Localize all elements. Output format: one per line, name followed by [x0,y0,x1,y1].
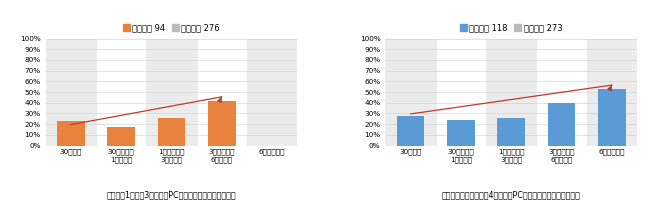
Bar [247,39,297,146]
Legend: 自信あり 94, 自信ない 276: 自信あり 94, 自信ない 276 [123,23,220,32]
Bar [587,39,637,146]
Bar [57,121,84,146]
Bar [157,118,185,146]
Bar [598,89,626,146]
Bar [208,101,235,146]
Bar [548,103,575,146]
Bar [447,120,474,146]
Legend: 自信あり 118, 自信ない 273: 自信あり 118, 自信ない 273 [460,23,562,32]
Bar [396,116,424,146]
Bar [46,39,96,146]
Text: 大学生（1年生～3年生）のPCスキルと利用時間について: 大学生（1年生～3年生）のPCスキルと利用時間について [107,190,236,199]
Bar [107,127,135,146]
Bar [486,39,536,146]
Bar [146,39,196,146]
Bar [497,118,525,146]
Text: 就職活動経験者（大学4年生）のPCスキルと利用時間について: 就職活動経験者（大学4年生）のPCスキルと利用時間について [442,190,580,199]
Bar [385,39,436,146]
